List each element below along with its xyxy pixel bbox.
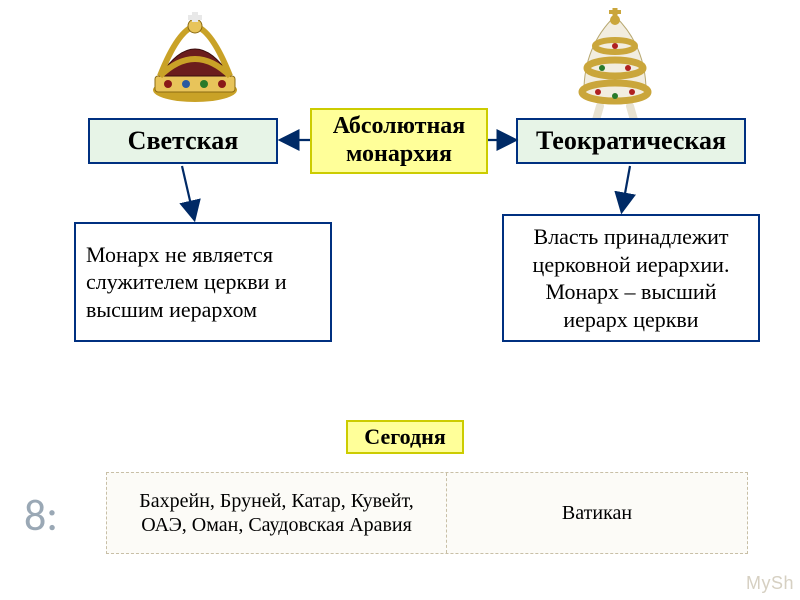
left-description-box: Монарх не является служителем церкви и в… xyxy=(74,222,332,342)
left-description-text: Монарх не является служителем церкви и в… xyxy=(86,241,320,324)
right-description-box: Власть принадлежит церковной иерархии. М… xyxy=(502,214,760,342)
examples-left-cell: Бахрейн, Бруней, Катар, Кувейт, ОАЭ, Ома… xyxy=(107,473,447,553)
left-node-label-text: Светская xyxy=(128,126,239,156)
papal-tiara-icon xyxy=(560,8,670,118)
page-number: 8: xyxy=(24,488,58,542)
examples-row: Бахрейн, Бруней, Катар, Кувейт, ОАЭ, Ома… xyxy=(106,472,748,554)
diagram-stage: Абсолютная монархия Светская Теократичес… xyxy=(0,0,800,600)
right-node-label-text: Теократическая xyxy=(536,126,726,156)
royal-crown-icon xyxy=(140,12,250,112)
left-node-label: Светская xyxy=(88,118,278,164)
examples-left-text: Бахрейн, Бруней, Катар, Кувейт, ОАЭ, Ома… xyxy=(115,489,438,537)
center-title-box: Абсолютная монархия xyxy=(310,108,488,174)
right-description-text: Власть принадлежит церковной иерархии. М… xyxy=(514,223,748,333)
center-title-line1: Абсолютная xyxy=(333,113,466,139)
watermark: MySh xyxy=(746,573,794,594)
right-node-label: Теократическая xyxy=(516,118,746,164)
examples-right-cell: Ватикан xyxy=(447,473,747,553)
page-number-text: 8: xyxy=(24,488,58,542)
examples-right-text: Ватикан xyxy=(562,501,632,525)
center-title-line2: монархия xyxy=(346,141,452,167)
watermark-text: MySh xyxy=(746,573,794,593)
today-label-box: Сегодня xyxy=(346,420,464,454)
today-label-text: Сегодня xyxy=(364,424,445,450)
